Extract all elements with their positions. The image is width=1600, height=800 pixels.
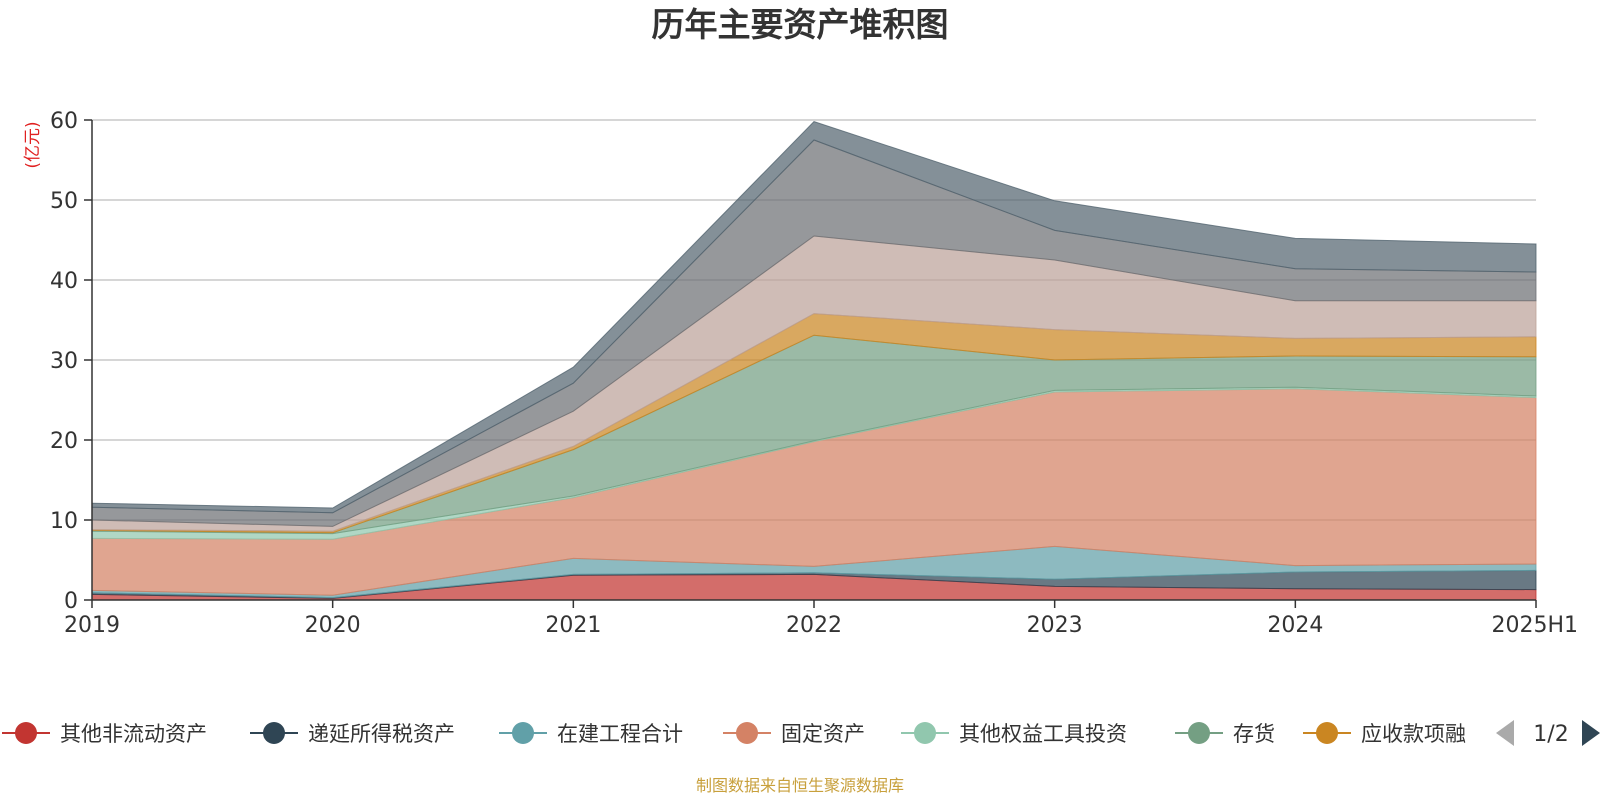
legend-marker-icon	[15, 722, 37, 744]
chart-title: 历年主要资产堆积图	[652, 5, 949, 44]
x-tick-label-2021: 2021	[545, 613, 601, 638]
y-tick-label-10: 10	[50, 509, 78, 534]
legend-item-5[interactable]: 存货	[1175, 722, 1275, 746]
legend-item-4[interactable]: 其他权益工具投资	[901, 722, 1127, 746]
legend-label: 固定资产	[781, 722, 865, 746]
stacked-areas	[91, 121, 1537, 601]
x-tick-label-2025H1: 2025H1	[1491, 613, 1578, 638]
legend-item-6[interactable]: 应收款项融	[1303, 722, 1466, 746]
data-source-note: 制图数据来自恒生聚源数据库	[696, 776, 904, 795]
legend-item-2[interactable]: 在建工程合计	[499, 722, 683, 746]
legend-label: 在建工程合计	[557, 722, 683, 746]
y-axis-unit-label: (亿元)	[23, 121, 43, 168]
legend-label: 递延所得税资产	[308, 722, 455, 746]
legend-label: 其他非流动资产	[60, 722, 207, 746]
legend-label: 其他权益工具投资	[959, 722, 1127, 746]
x-tick-label-2020: 2020	[305, 613, 361, 638]
area-series-9	[91, 121, 1537, 514]
legend-item-3[interactable]: 固定资产	[723, 722, 865, 746]
legend-item-0[interactable]: 其他非流动资产	[2, 722, 207, 746]
legend-marker-icon	[263, 722, 285, 744]
y-tick-label-0: 0	[64, 589, 78, 614]
legend-marker-icon	[914, 722, 936, 744]
x-tick-label-2019: 2019	[64, 613, 120, 638]
legend-marker-icon	[1188, 722, 1210, 744]
legend-marker-icon	[1316, 722, 1338, 744]
legend-label: 存货	[1233, 722, 1275, 746]
y-tick-label-20: 20	[50, 429, 78, 454]
legend-item-1[interactable]: 递延所得税资产	[250, 722, 455, 746]
x-tick-label-2024: 2024	[1267, 613, 1323, 638]
legend-prev-page-icon[interactable]	[1496, 720, 1514, 746]
y-tick-label-50: 50	[50, 189, 78, 214]
legend-next-page-icon[interactable]	[1582, 720, 1600, 746]
legend-page-indicator: 1/2	[1533, 722, 1568, 747]
legend: 其他非流动资产 递延所得税资产 在建工程合计 固定资产 其他权益工具投资 存货 应收款项融 1…	[2, 720, 1600, 747]
legend-label: 应收款项融	[1361, 722, 1466, 746]
legend-marker-icon	[512, 722, 534, 744]
y-tick-label-40: 40	[50, 269, 78, 294]
y-tick-label-30: 30	[50, 349, 78, 374]
axes: 0 10 20 30 40 50 60 2019 2020 2021 2022 2023 2024 202…	[50, 109, 1578, 638]
y-tick-label-60: 60	[50, 109, 78, 134]
x-tick-label-2022: 2022	[786, 613, 842, 638]
legend-marker-icon	[736, 722, 758, 744]
x-tick-label-2023: 2023	[1027, 613, 1083, 638]
